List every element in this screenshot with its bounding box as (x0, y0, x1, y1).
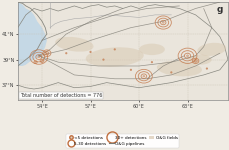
Ellipse shape (185, 55, 188, 57)
Ellipse shape (38, 56, 40, 58)
Ellipse shape (194, 60, 195, 61)
Point (112, 48, 116, 51)
Text: Total number of detections = 776: Total number of detections = 776 (20, 93, 102, 98)
Point (169, 71, 172, 74)
Ellipse shape (55, 37, 93, 52)
Point (101, 58, 105, 61)
Legend: <5 detections, 5-30 detections, 30+ detections, O&G pipelines, O&G fields: <5 detections, 5-30 detections, 30+ dete… (66, 134, 178, 148)
Point (204, 67, 208, 70)
Ellipse shape (85, 47, 143, 67)
Point (64, 52, 68, 54)
Ellipse shape (138, 44, 164, 55)
Text: g: g (215, 4, 222, 14)
Ellipse shape (142, 75, 144, 77)
Ellipse shape (162, 22, 164, 23)
Point (88, 51, 92, 53)
Ellipse shape (35, 62, 36, 63)
Ellipse shape (46, 53, 47, 54)
Ellipse shape (41, 60, 43, 62)
Ellipse shape (156, 61, 201, 76)
Point (128, 69, 132, 71)
Ellipse shape (188, 54, 211, 65)
Point (150, 61, 153, 63)
Polygon shape (18, 2, 47, 66)
Ellipse shape (196, 43, 225, 56)
